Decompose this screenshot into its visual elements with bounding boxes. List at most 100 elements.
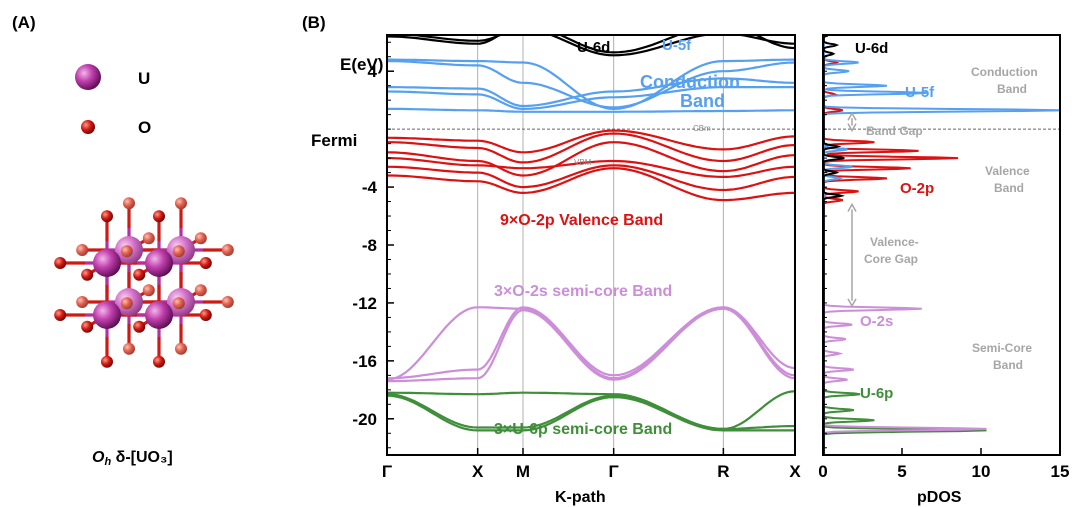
- band-line: [387, 58, 795, 111]
- arrow-head: [847, 202, 857, 212]
- arrow-head: [847, 111, 857, 121]
- band-line: [387, 390, 795, 431]
- legend-u-label: U: [138, 69, 150, 88]
- band-structure-plot: 4 -4 -8 -12 -16 -20 Γ X M Γ R X: [352, 34, 801, 481]
- oxygen-atom: [142, 284, 155, 297]
- valence-core-gap-arrow: [847, 202, 857, 308]
- band-line: [387, 35, 795, 54]
- dos-annot-valence: Valence: [985, 164, 1030, 178]
- oxygen-atom: [172, 297, 185, 310]
- dos-annot-valence-band: Band: [994, 181, 1024, 195]
- oxygen-atom: [153, 210, 165, 223]
- oxygen-atom: [142, 232, 155, 245]
- oxygen-legend-icon: [81, 120, 95, 134]
- dos-x-tick-label: 0: [818, 462, 827, 481]
- vbm-marker: VBM: [574, 158, 592, 167]
- oxygen-atom: [221, 244, 234, 256]
- dos-annot-u6d: U-6d: [855, 40, 888, 57]
- x-axis-label: K-path: [555, 489, 606, 506]
- structure-caption: Oh δ-[UO₃]: [92, 449, 173, 468]
- oxygen-atom: [221, 296, 234, 308]
- uo3-crystal-structure: [54, 197, 234, 368]
- x-tick-label: Γ: [382, 462, 392, 481]
- panel-a-label: (A): [12, 13, 36, 32]
- oxygen-atom: [81, 268, 94, 281]
- band-line: [387, 60, 795, 109]
- oxygen-atom: [194, 232, 207, 245]
- dos-lines-group: [823, 35, 1060, 455]
- dos-x-tick-label: 15: [1051, 462, 1070, 481]
- band-line: [387, 393, 795, 430]
- y-tick-label: -20: [352, 410, 377, 429]
- oxygen-atom: [81, 320, 94, 333]
- panel-a: (A) U O Oh δ-[UO₃]: [12, 13, 234, 468]
- y-tick-label: -16: [352, 352, 377, 371]
- annot-u6d-band: U-6d: [577, 39, 610, 56]
- band-line: [387, 167, 795, 202]
- oxygen-atom: [101, 355, 113, 368]
- band-line: [387, 132, 795, 164]
- oxygen-atom: [76, 296, 89, 308]
- pdos-plot: 0 5 10 15: [818, 34, 1070, 481]
- dos-annot-core-gap: Core Gap: [864, 252, 918, 266]
- oxygen-atom: [120, 297, 133, 310]
- dos-annot-u6p: U-6p: [860, 385, 893, 402]
- oxygen-atom: [175, 342, 187, 355]
- band-line: [387, 107, 795, 113]
- oxygen-atom: [199, 257, 212, 269]
- y-tick-label: -8: [362, 236, 377, 255]
- uranium-atom: [145, 249, 173, 277]
- uranium-atom: [93, 249, 121, 277]
- dos-annot-conduction: Conduction: [971, 65, 1038, 79]
- x-tick-label: M: [516, 462, 530, 481]
- uranium-atom: [145, 301, 173, 329]
- dos-x-tick-label: 10: [972, 462, 991, 481]
- band-line: [387, 77, 795, 108]
- x-tick-label: R: [717, 462, 729, 481]
- oxygen-atom: [172, 245, 185, 258]
- oxygen-atom: [153, 355, 165, 368]
- dos-plot-frame: [822, 34, 1061, 456]
- legend-o-label: O: [138, 118, 151, 137]
- oxygen-atom: [123, 197, 135, 210]
- annot-u6p-band: 3×U-6p semi-core Band: [494, 421, 672, 438]
- y-tick-label: -4: [362, 178, 378, 197]
- fermi-label: Fermi: [311, 131, 357, 150]
- dos-annot-band-gap: Band Gap: [866, 124, 923, 138]
- oxygen-atom: [175, 197, 187, 210]
- band-line: [387, 141, 795, 177]
- cbm-marker: CBm: [693, 124, 711, 133]
- y-tick-label: 4: [368, 62, 378, 81]
- oxygen-atom: [199, 309, 212, 321]
- dos-annot-semicore: Semi-Core: [972, 341, 1032, 355]
- oxygen-atom: [133, 268, 146, 281]
- dos-annot-o2s: O-2s: [860, 313, 893, 330]
- annot-u5f-band: U-5f: [662, 37, 692, 54]
- dos-annot-semicore-band: Band: [993, 358, 1023, 372]
- band-line: [387, 129, 795, 154]
- dos-annot-u5f: U-5f: [905, 84, 935, 101]
- oxygen-atom: [194, 284, 207, 297]
- y-tick-label: -12: [352, 294, 377, 313]
- oxygen-atom: [101, 210, 113, 223]
- band-line: [387, 86, 795, 111]
- band-lines-group: [387, 35, 795, 455]
- dos-x-axis-label: pDOS: [917, 489, 962, 506]
- oxygen-atom: [120, 245, 133, 258]
- oxygen-atom: [54, 309, 67, 321]
- arrow-head: [847, 123, 857, 133]
- band-line: [387, 394, 795, 432]
- dos-x-tick-label: 5: [897, 462, 906, 481]
- annot-o2s-band: 3×O-2s semi-core Band: [494, 283, 672, 300]
- x-tick-label: X: [789, 462, 801, 481]
- annot-o2p-band: 9×O-2p Valence Band: [500, 212, 663, 229]
- panel-b-label: (B): [302, 13, 326, 32]
- band-line: [387, 164, 795, 192]
- y-axis-label: E(eV): [340, 55, 383, 74]
- x-tick-label: X: [472, 462, 484, 481]
- oxygen-atom: [133, 320, 146, 333]
- band-line: [387, 157, 795, 178]
- oxygen-atom: [54, 257, 67, 269]
- annot-conduction-band: Band: [680, 91, 725, 111]
- x-tick-label: Γ: [609, 462, 619, 481]
